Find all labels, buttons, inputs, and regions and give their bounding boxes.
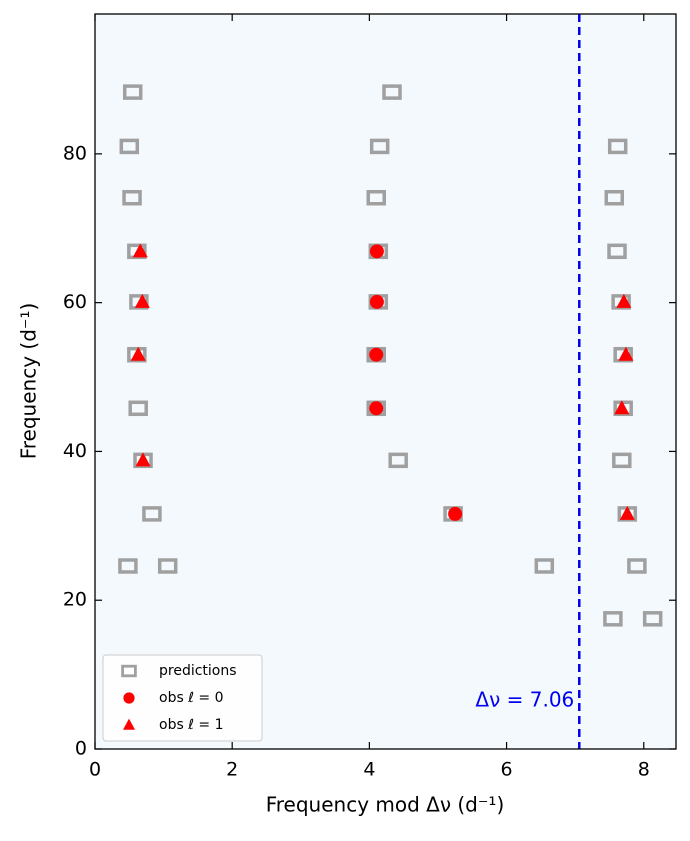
legend-label: predictions <box>159 663 237 679</box>
point <box>142 506 162 522</box>
y-axis-label: Frequency (d⁻¹) <box>17 303 41 460</box>
point <box>369 294 384 309</box>
point <box>118 558 138 574</box>
point <box>130 346 146 361</box>
point <box>132 243 148 258</box>
point <box>619 505 635 520</box>
x-tick-label: 0 <box>89 759 101 781</box>
point <box>135 452 151 467</box>
x-tick-label: 6 <box>501 759 513 781</box>
x-tick-label: 8 <box>638 759 650 781</box>
point <box>369 138 390 155</box>
point <box>369 401 384 416</box>
point <box>607 243 627 260</box>
point <box>627 558 647 574</box>
legend-marker <box>123 692 135 704</box>
point <box>366 190 386 206</box>
point <box>448 506 463 521</box>
plot-background <box>95 14 676 749</box>
y-tick-label: 80 <box>63 142 87 164</box>
x-axis-label: Frequency mod Δν (d⁻¹) <box>266 793 505 817</box>
legend-label: obs ℓ = 1 <box>159 717 224 733</box>
plot-frame <box>94 13 677 750</box>
y-tick-label: 40 <box>63 440 87 462</box>
legend-label: obs ℓ = 0 <box>159 690 224 706</box>
point <box>369 244 384 259</box>
point <box>607 138 628 155</box>
point <box>157 558 178 574</box>
y-tick-label: 60 <box>63 291 87 313</box>
point <box>382 84 402 100</box>
point <box>614 400 630 415</box>
x-tick-label: 2 <box>226 759 238 781</box>
legend-marker <box>123 718 135 730</box>
y-tick-label: 0 <box>75 738 87 760</box>
point <box>604 190 625 206</box>
point <box>119 138 140 155</box>
point <box>612 452 632 469</box>
point <box>603 611 623 627</box>
point <box>134 293 150 308</box>
point <box>534 558 555 574</box>
y-tick-label: 20 <box>63 589 87 611</box>
delta-nu-label: Δν = 7.06 <box>475 688 574 712</box>
legend-box <box>102 654 263 742</box>
point <box>616 293 632 308</box>
point <box>122 84 143 100</box>
point <box>128 400 148 417</box>
point <box>388 452 408 469</box>
point <box>369 347 384 362</box>
point <box>618 346 634 361</box>
x-tick-label: 4 <box>363 759 375 781</box>
point <box>122 190 142 206</box>
legend-marker <box>121 664 137 678</box>
point <box>642 611 663 627</box>
